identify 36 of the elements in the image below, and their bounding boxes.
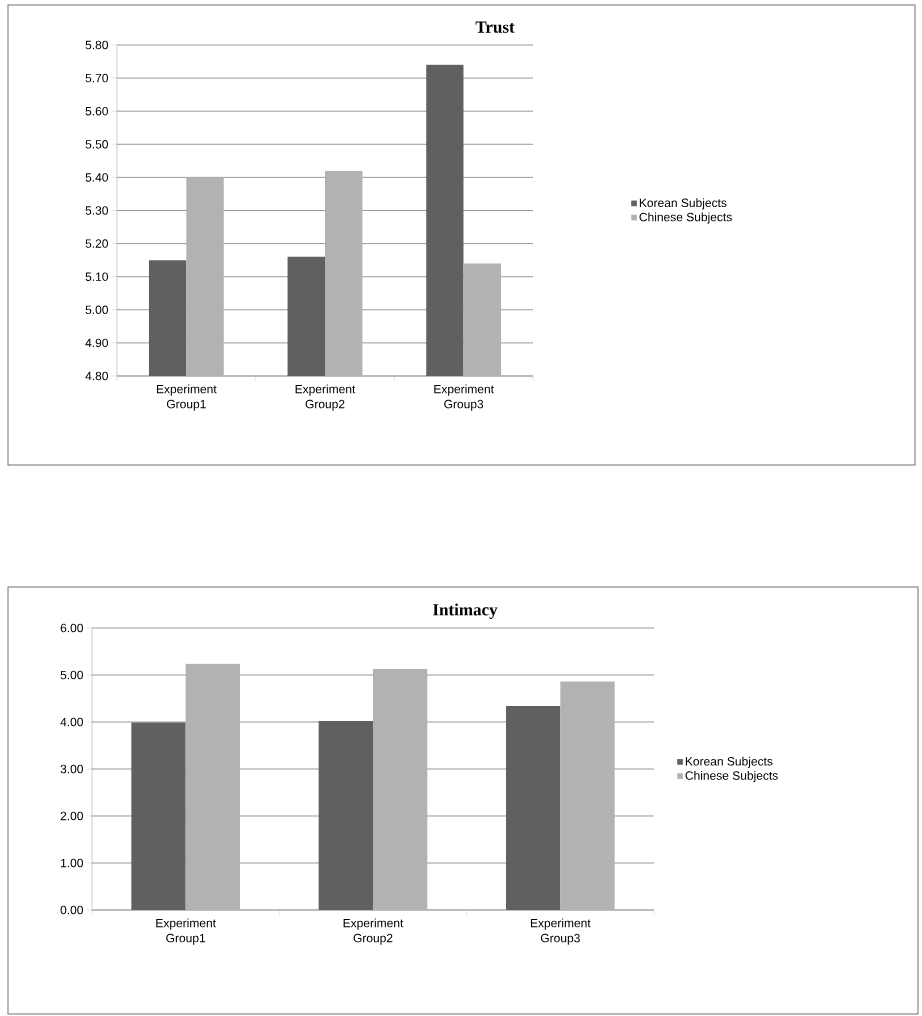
x-tick-label: Experiment Group2 <box>343 918 404 945</box>
bar <box>373 668 428 910</box>
chart-title: Trust <box>475 21 515 33</box>
y-tick-label: 4.00 <box>60 717 83 727</box>
y-tick-label: 6.00 <box>60 623 83 633</box>
y-tick-label: 5.00 <box>60 670 83 680</box>
y-tick-label: 3.00 <box>60 764 83 774</box>
y-tick-label: 5.20 <box>85 239 108 248</box>
y-tick-label: 5.40 <box>85 173 108 182</box>
x-tick-label: Experiment Group1 <box>156 384 217 411</box>
bar <box>185 663 240 910</box>
y-tick-label: 1.00 <box>61 858 83 868</box>
y-tick-label: 5.00 <box>85 305 108 315</box>
y-tick-label: 5.50 <box>85 140 108 149</box>
legend-label: Chinese Subjects <box>639 212 732 224</box>
y-tick-label: 2.00 <box>60 811 83 821</box>
chart-title: Intimacy <box>433 603 498 619</box>
x-tick-label: Experiment Group3 <box>530 918 591 945</box>
legend-label: Chinese Subjects <box>685 771 778 783</box>
bar <box>318 721 373 910</box>
y-tick-label: 0.00 <box>60 905 83 915</box>
y-tick-label: 5.60 <box>85 106 108 116</box>
legend-label: Korean Subjects <box>685 756 773 768</box>
y-tick-label: 5.30 <box>85 206 108 215</box>
y-tick-label: 5.10 <box>85 272 108 281</box>
y-tick-label: 5.80 <box>85 40 108 50</box>
x-tick-label: Experiment Group2 <box>295 384 356 411</box>
bar <box>506 706 561 910</box>
legend-label: Korean Subjects <box>639 198 727 210</box>
x-tick-label: Experiment Group3 <box>434 384 494 411</box>
y-tick-label: 4.90 <box>85 338 108 348</box>
x-tick-label: Experiment Group1 <box>156 918 216 945</box>
bar <box>560 681 615 910</box>
bar <box>131 722 186 910</box>
y-tick-label: 5.70 <box>85 73 108 83</box>
y-tick-label: 4.80 <box>85 371 108 381</box>
